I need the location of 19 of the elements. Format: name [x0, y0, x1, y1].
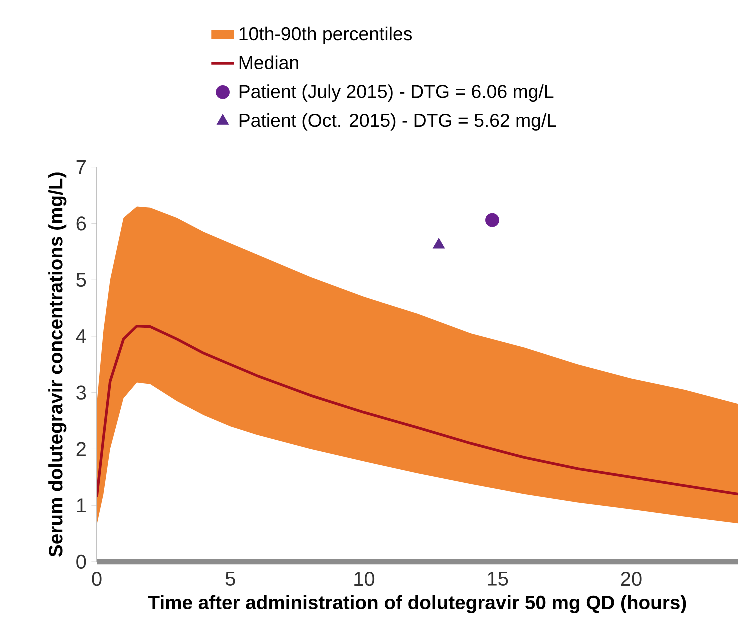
x-tick-label: 0: [92, 572, 102, 586]
legend-label: Median: [240, 56, 298, 70]
y-tick-label: 2: [76, 442, 86, 456]
y-tick-label: 5: [76, 273, 86, 288]
y-tick-label: 3: [76, 386, 86, 400]
y-tick-label: 1: [77, 498, 86, 512]
legend-label: Patient (July 2015) - DTG = 6.06 mg/L: [240, 84, 554, 102]
x-tick-label: 5: [226, 572, 236, 586]
legend-label: Patient (Oct. 2015) - DTG = 5.62 mg/L: [240, 113, 556, 131]
x-tick-label: 20: [621, 572, 642, 586]
text: 10th-90th percentiles: [240, 26, 412, 44]
y-tick-label: 4: [76, 330, 86, 344]
y-tick-label: 7: [76, 160, 86, 174]
y-axis-title: Serum dolutegravir concentrations (mg/L): [48, 172, 67, 557]
x-axis-title: Time after administration of dolutegravir 50 mg QD (hours): [148, 595, 686, 614]
x-tick-label: 10: [354, 572, 375, 586]
y-tick-label: 6: [76, 216, 86, 231]
y-tick-label: 0: [76, 554, 86, 570]
x-tick-label: 15: [488, 572, 508, 586]
